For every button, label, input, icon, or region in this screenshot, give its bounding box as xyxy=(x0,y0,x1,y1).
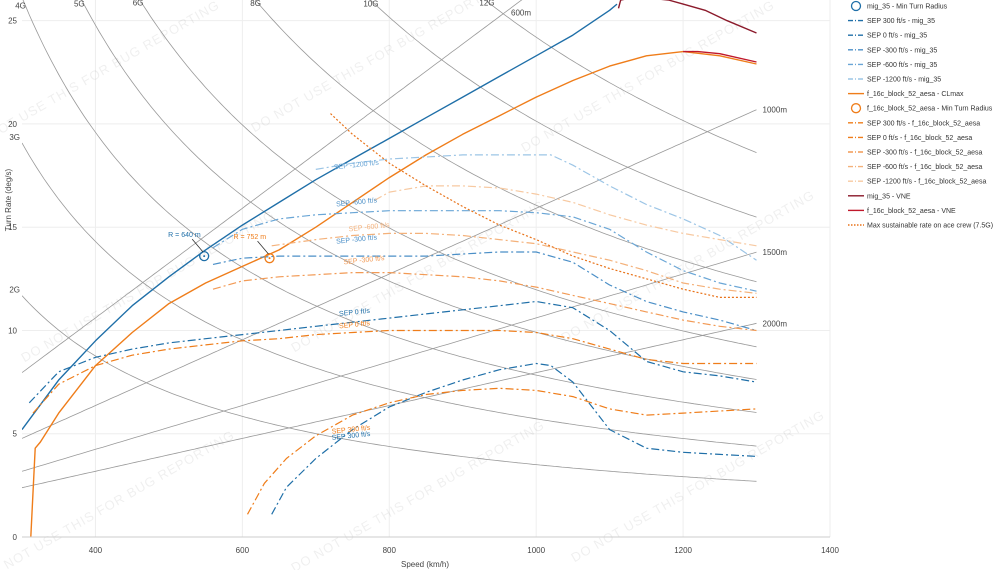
reference-lines xyxy=(22,0,757,489)
legend-entry-label: SEP -300 ft/s - mig_35 xyxy=(867,47,937,54)
watermark-text: DO NOT USE THIS FOR BUG REPORTING xyxy=(568,407,827,565)
g-line-label: 3G xyxy=(9,133,20,142)
legend-entry-label: SEP 300 ft/s - f_16c_block_52_aesa xyxy=(867,120,980,127)
series-line xyxy=(271,232,757,294)
series-line xyxy=(212,272,757,332)
series-line xyxy=(212,210,757,292)
axes: 400 600 800 1000 1200 1400 0 5 10 15 20 25 xyxy=(8,17,839,555)
g-line-label: 5G xyxy=(74,0,85,8)
watermark-text: DO NOT USE THIS FOR BUG REPORTING xyxy=(518,0,777,155)
x-tick-label: 1000 xyxy=(527,546,545,555)
series-line xyxy=(30,50,757,537)
sep-annotation: SEP 0 ft/s xyxy=(339,308,371,318)
y-axis-title: Turn Rate (deg/s) xyxy=(4,168,13,231)
y-tick-label: 10 xyxy=(8,326,17,335)
g-line xyxy=(22,142,757,447)
legend-marker-circle xyxy=(850,103,862,114)
y-tick-label: 20 xyxy=(8,120,17,129)
reference-labels: 2G 3G 4G 5G 6G 8G 10G 12G 600m 1000m 1500m 2000m xyxy=(9,0,787,328)
series-line xyxy=(330,113,757,298)
series-lines xyxy=(22,0,757,537)
sep-annotation: SEP 300 ft/s xyxy=(331,431,371,442)
min-turn-radius-points: R = 640 m R = 752 m xyxy=(168,232,275,264)
legend-entry-label: Max sustainable rate on ace crew (7.5G) xyxy=(867,223,993,230)
sep-annotation: SEP -1200 ft/s xyxy=(334,160,380,172)
legend-entry-label: SEP -600 ft/s - f_16c_block_52_aesa xyxy=(867,164,983,171)
x-tick-label: 1400 xyxy=(821,546,839,555)
x-tick-label: 800 xyxy=(383,546,397,555)
y-tick-label: 0 xyxy=(13,533,18,542)
legend-entry-label: SEP 0 ft/s - mig_35 xyxy=(867,33,927,40)
g-line-label: 12G xyxy=(479,0,494,8)
legend-entry-label: mig_35 - VNE xyxy=(867,193,911,200)
legend-entry-label: SEP 0 ft/s - f_16c_block_52_aesa xyxy=(867,135,972,142)
min-turn-radius-label: R = 752 m xyxy=(234,234,267,241)
sep-annotation: SEP -600 ft/s xyxy=(336,197,378,208)
g-line xyxy=(369,0,757,218)
legend-marker-circle xyxy=(850,0,862,12)
g-line-label: 2G xyxy=(9,286,20,295)
legend-entry-label: SEP 300 ft/s - mig_35 xyxy=(867,18,935,25)
series-line xyxy=(315,154,757,261)
legend-entry-label: SEP -600 ft/s - mig_35 xyxy=(867,62,937,69)
g-line xyxy=(22,0,757,413)
legend-entry-label: SEP -1200 ft/s - mig_35 xyxy=(867,77,941,84)
radius-line xyxy=(22,322,757,489)
sep-annotation: SEP -300 ft/s xyxy=(336,234,378,245)
y-tick-label: 5 xyxy=(13,430,18,439)
y-tick-label: 15 xyxy=(8,223,17,232)
radius-line xyxy=(22,0,523,373)
series-line xyxy=(683,50,757,63)
sep-annotation: SEP 300 ft/s xyxy=(331,425,371,436)
min-turn-radius-dot xyxy=(203,255,206,258)
series-line xyxy=(246,387,757,515)
watermark-text: DO NOT USE THIS FOR BUG REPORTING xyxy=(288,417,547,570)
radius-line-label: 1500m xyxy=(763,248,788,257)
x-tick-label: 600 xyxy=(236,546,250,555)
x-axis-title: Speed (km/h) xyxy=(401,560,449,569)
min-turn-radius-dot xyxy=(268,257,271,260)
sep-annotation: SEP 0 ft/s xyxy=(339,320,371,330)
series-line xyxy=(617,0,757,34)
x-tick-label: 400 xyxy=(89,546,103,555)
radius-line-label: 2000m xyxy=(763,319,788,328)
x-tick-label: 1200 xyxy=(674,546,692,555)
legend-entry-label: SEP -300 ft/s - f_16c_block_52_aesa xyxy=(867,150,983,157)
sep-annotation: SEP -300 ft/s xyxy=(343,255,385,266)
legend: mig_35 - Min Turn Radius SEP 300 ft/s - m… xyxy=(848,0,993,230)
series-line xyxy=(28,300,757,404)
y-tick-label: 25 xyxy=(8,17,17,26)
legend-entry-label: f_16c_block_52_aesa - CLmax xyxy=(867,91,964,98)
series-line xyxy=(374,185,757,247)
g-line xyxy=(139,0,757,348)
legend-entry-label: mig_35 - Min Turn Radius xyxy=(867,4,948,11)
min-turn-radius-marker xyxy=(264,253,275,264)
g-line xyxy=(22,295,757,482)
sep-annotation: SEP -600 ft/s xyxy=(348,222,390,233)
series-line xyxy=(212,251,757,332)
radius-line xyxy=(22,109,757,439)
radius-line-label: 600m xyxy=(511,8,531,17)
min-turn-radius-pointer xyxy=(191,238,204,253)
g-line-label: 10G xyxy=(363,0,378,8)
legend-entry-label: SEP -1200 ft/s - f_16c_block_52_aesa xyxy=(867,179,986,186)
series-line xyxy=(22,3,618,431)
g-line xyxy=(484,0,757,153)
min-turn-radius-label: R = 640 m xyxy=(168,232,201,239)
legend-entry-label: f_16c_block_52_aesa - Min Turn Radius xyxy=(867,106,993,113)
radius-line xyxy=(22,251,757,472)
g-line-label: 6G xyxy=(133,0,144,8)
g-line-label: 8G xyxy=(250,0,261,8)
min-turn-radius-pointer xyxy=(257,240,269,255)
legend-entry-label: f_16c_block_52_aesa - VNE xyxy=(867,208,956,215)
min-turn-radius-marker xyxy=(199,250,210,262)
g-line-label: 4G xyxy=(15,1,26,10)
series-line xyxy=(32,329,757,414)
radius-line-label: 1000m xyxy=(763,106,788,115)
